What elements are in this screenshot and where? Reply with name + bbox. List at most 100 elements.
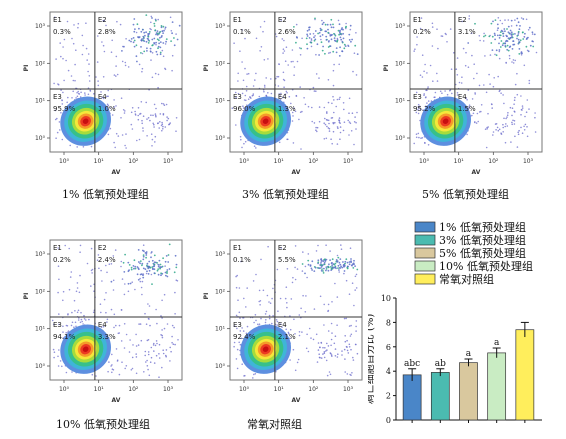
quadrant-name: E3	[233, 321, 242, 329]
flow-caption-5: 常氧对照组	[247, 418, 302, 431]
quadrant-percent: 3.1%	[458, 28, 476, 36]
bar	[515, 329, 535, 421]
x-tick-label: 10⁰	[419, 158, 430, 165]
legend-swatch	[414, 234, 436, 246]
y-tick-label: 0	[386, 416, 391, 425]
quadrant-name: E2	[98, 244, 107, 252]
quadrant-name: E3	[53, 93, 62, 101]
quadrant-percent: 2.6%	[278, 28, 296, 36]
bar	[402, 374, 422, 421]
bar	[487, 352, 507, 421]
flow-panel-4: E1 0.2% E2 2.4% E3 94.1% E4 3.3% 10⁰ 10¹ 10² 10³ 10⁰…	[12, 232, 192, 416]
x-tick-label: 10¹	[274, 158, 285, 165]
quadrant-percent: 0.1%	[233, 256, 251, 264]
quadrant-name: E4	[458, 93, 467, 101]
x-tick-label: 10¹	[274, 386, 285, 393]
quadrant-percent: 0.3%	[53, 28, 71, 36]
flow-panel-2: E1 0.1% E2 2.6% E3 96.0% E4 1.3% 10⁰ 10¹ 10² 10³ 10⁰…	[192, 4, 372, 188]
quadrant-name: E1	[233, 244, 242, 252]
y-tick-label: 10⁰	[395, 135, 406, 142]
x-tick-label: 10⁰	[59, 158, 70, 165]
x-tick-label: 10²	[128, 386, 139, 393]
y-tick-label: 10³	[215, 251, 226, 258]
quadrant-name: E4	[278, 93, 287, 101]
y-tick-label: 10³	[215, 23, 226, 30]
quadrant-name: E4	[98, 321, 107, 329]
x-tick-label: 10⁰	[239, 158, 250, 165]
bar	[430, 372, 450, 421]
y-tick-label: 10³	[395, 23, 406, 30]
y-tick-label: 10²	[35, 60, 46, 67]
flow-caption-1: 1% 低氧预处理组	[62, 188, 149, 201]
bar-chart-panel: 1% 低氧预处理组 3% 低氧预处理组 5% 低氧预处理组 10% 低氧预处理组 常氧对…	[363, 214, 562, 438]
x-axis-label: AV	[472, 169, 481, 176]
quadrant-name: E2	[458, 16, 467, 24]
x-tick-label: 10³	[343, 158, 354, 165]
bar	[459, 362, 478, 421]
dot-cloud	[231, 17, 359, 150]
quadrant-name: E4	[278, 321, 287, 329]
y-axis-label: PI	[23, 293, 30, 300]
x-tick-label: 10⁰	[59, 386, 70, 393]
x-tick-label: 10¹	[94, 158, 105, 165]
dot-cloud	[53, 14, 181, 149]
quadrant-name: E3	[233, 93, 242, 101]
x-axis-label: AV	[112, 397, 121, 404]
y-tick-label: 10¹	[215, 326, 226, 333]
quadrant-percent: 0.1%	[233, 28, 251, 36]
flow-panel-3: E1 0.2% E2 3.1% E3 95.2% E4 1.5% 10⁰ 10¹ 10² 10³ 10⁰…	[372, 4, 552, 188]
y-tick-label: 10⁰	[215, 135, 226, 142]
legend-entry: 3% 低氧预处理组	[439, 233, 526, 247]
quadrant-percent: 0.2%	[413, 28, 431, 36]
x-tick-label: 10²	[128, 158, 139, 165]
flow-caption-3: 5% 低氧预处理组	[422, 188, 509, 201]
y-tick-label: 10²	[395, 60, 406, 67]
quadrant-percent: 0.2%	[53, 256, 71, 264]
x-axis-label: AV	[292, 169, 301, 176]
quadrant-percent: 3.3%	[98, 333, 116, 341]
significance-label: a	[494, 338, 500, 348]
quadrant-percent: 96.0%	[233, 105, 256, 113]
legend-entry: 1% 低氧预处理组	[439, 220, 526, 234]
quadrant-name: E2	[278, 16, 287, 24]
flow-plot-4: E1 0.2% E2 2.4% E3 94.1% E4 3.3% 10⁰ 10¹ 10² 10³ 10⁰…	[23, 239, 183, 404]
x-tick-label: 10¹	[454, 158, 465, 165]
quadrant-name: E3	[53, 321, 62, 329]
x-tick-label: 10³	[163, 386, 174, 393]
legend-entry: 常氧对照组	[439, 272, 494, 286]
legend-swatch	[414, 273, 436, 285]
x-tick-label: 10⁰	[239, 386, 250, 393]
x-tick-label: 10²	[308, 158, 319, 165]
legend-entry: 5% 低氧预处理组	[439, 246, 526, 260]
y-tick-label: 2	[386, 392, 391, 401]
y-axis-label: PI	[203, 293, 210, 300]
quadrant-name: E4	[98, 93, 107, 101]
flow-panel-1: E1 0.3% E2 2.8% E3 95.9% E4 1.0% 10⁰ 10¹ 10² 10³ 10⁰…	[12, 4, 192, 188]
quadrant-percent: 92.4%	[233, 333, 256, 341]
y-tick-label: 10⁰	[215, 363, 226, 370]
flow-plot-5: E1 0.1% E2 5.5% E3 92.4% E4 2.1% 10⁰ 10¹ 10² 10³ 10⁰…	[203, 239, 363, 404]
flow-plot-1: E1 0.3% E2 2.8% E3 95.9% E4 1.0% 10⁰ 10¹ 10² 10³ 10⁰…	[23, 11, 183, 176]
quadrant-name: E1	[413, 16, 422, 24]
quadrant-name: E1	[53, 244, 62, 252]
y-tick-label: 10²	[35, 288, 46, 295]
y-tick-label: 10¹	[215, 98, 226, 105]
flow-plot-3: E1 0.2% E2 3.1% E3 95.2% E4 1.5% 10⁰ 10¹ 10² 10³ 10⁰…	[383, 11, 543, 176]
y-tick-label: 10¹	[35, 326, 46, 333]
x-tick-label: 10¹	[94, 386, 105, 393]
quadrant-name: E1	[53, 16, 62, 24]
quadrant-name: E2	[278, 244, 287, 252]
y-tick-label: 10	[381, 294, 391, 303]
y-tick-label: 10³	[35, 251, 46, 258]
significance-label: a	[466, 349, 472, 359]
flow-caption-2: 3% 低氧预处理组	[242, 188, 329, 201]
significance-label: ab	[435, 359, 446, 369]
quadrant-percent: 5.5%	[278, 256, 296, 264]
flow-caption-4: 10% 低氧预处理组	[56, 418, 150, 431]
y-tick-label: 6	[386, 343, 391, 352]
quadrant-name: E1	[233, 16, 242, 24]
x-tick-label: 10³	[343, 386, 354, 393]
y-axis-label: PI	[203, 65, 210, 72]
quadrant-percent: 2.1%	[278, 333, 296, 341]
